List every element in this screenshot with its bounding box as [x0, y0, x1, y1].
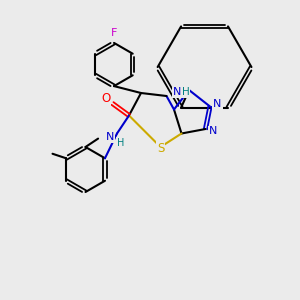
Text: F: F: [111, 28, 117, 38]
Text: N: N: [106, 132, 115, 142]
Text: N: N: [209, 126, 217, 136]
Text: N: N: [173, 87, 181, 98]
Text: O: O: [101, 92, 110, 105]
Text: H: H: [117, 137, 124, 148]
Text: H: H: [182, 87, 189, 98]
Text: N: N: [213, 99, 222, 109]
Text: S: S: [157, 142, 164, 155]
